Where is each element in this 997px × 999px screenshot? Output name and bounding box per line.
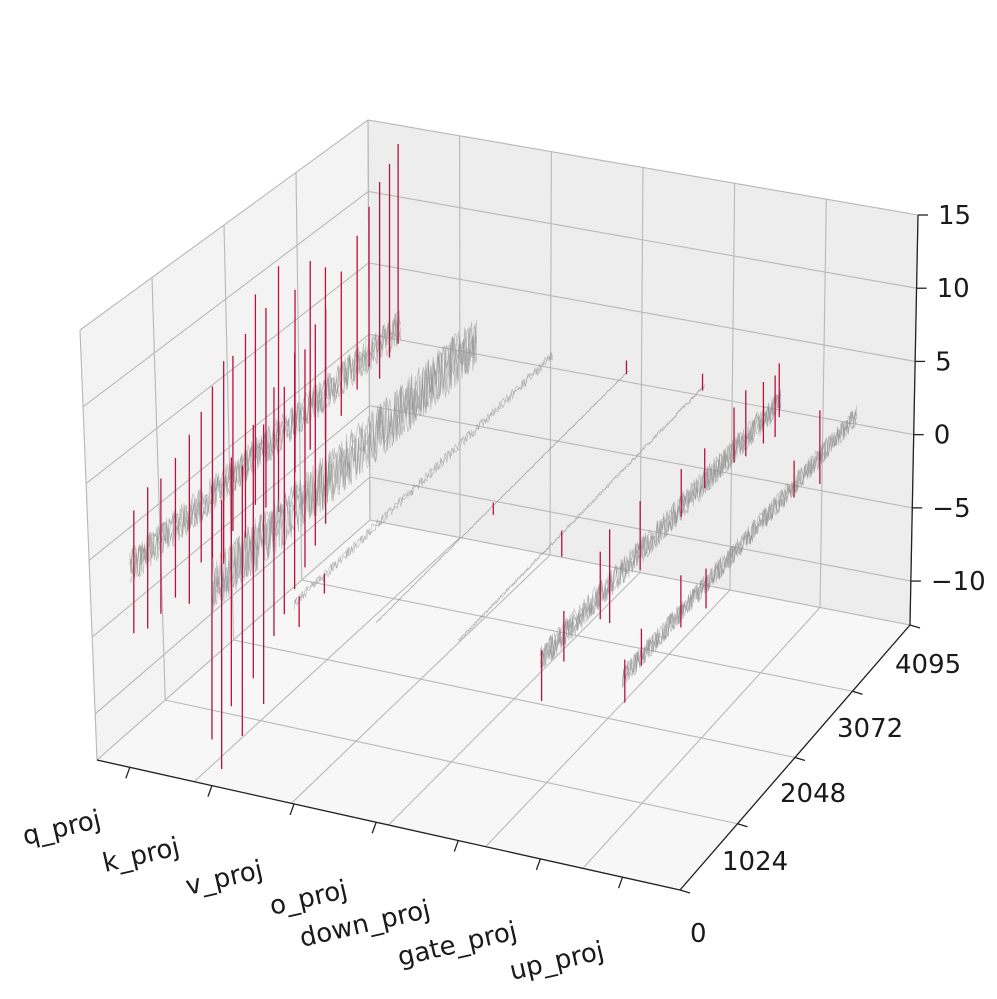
back-grid-line	[369, 405, 913, 509]
x-tick	[535, 858, 542, 871]
series-q_proj	[129, 144, 401, 634]
x-tick-label: v_proj	[183, 855, 266, 902]
x-tick	[207, 785, 213, 797]
z-tick-labels: 15 10 5 0 −5 −10	[910, 201, 986, 597]
z-axis-line	[909, 214, 919, 626]
z-tick-label: −5	[932, 494, 970, 524]
floor-grid-line	[301, 579, 853, 692]
left-grid-line	[79, 329, 98, 761]
noise-line	[622, 409, 858, 687]
noise-line	[540, 389, 782, 668]
back-grid-line	[549, 151, 552, 556]
x-axis-line	[96, 759, 681, 891]
z-tick-label: 5	[935, 347, 952, 377]
left-grid-line	[295, 172, 303, 581]
z-tick-label: 15	[938, 201, 971, 231]
series-up_proj	[622, 405, 858, 703]
back-grid-line	[368, 190, 917, 289]
y-tick-label: 1024	[722, 847, 788, 877]
left-grid-line	[85, 262, 370, 485]
back-grid-line	[819, 199, 827, 608]
z-tick-label: 10	[937, 274, 970, 304]
x-tick	[289, 803, 295, 816]
back-grid-line	[729, 183, 736, 591]
noise-line	[211, 323, 477, 605]
noise-line	[293, 352, 553, 610]
left-grid-line	[82, 190, 369, 408]
y-tick-label: 4095	[895, 650, 961, 680]
y-tick	[794, 756, 806, 762]
y-tick-labels: 0 1024 2048 3072 4095	[679, 624, 961, 949]
noise-line	[540, 396, 782, 662]
noise-line	[622, 413, 858, 682]
x-tick-label: k_proj	[100, 832, 183, 879]
y-axis-line	[679, 624, 911, 891]
y-tick	[737, 823, 748, 828]
floor-grid-line	[369, 519, 911, 626]
y-tick	[679, 889, 691, 894]
left-grid-line	[151, 277, 166, 701]
left-grid-line	[94, 476, 371, 715]
y-tick-label: 2048	[780, 779, 846, 809]
x-tick	[125, 767, 131, 779]
y-tick	[852, 690, 863, 695]
x-tick	[453, 840, 459, 852]
series-v_proj	[293, 352, 553, 628]
left-grid-line	[88, 333, 370, 561]
noise-line	[375, 370, 629, 623]
series-o_proj	[375, 360, 629, 623]
y-tick-label: 0	[690, 919, 707, 949]
noise-line	[458, 383, 705, 640]
noise-line	[211, 321, 477, 612]
x-tick-label: q_proj	[20, 805, 104, 852]
series-k_proj	[211, 308, 477, 769]
floor-grid-line	[233, 639, 796, 759]
series-gate_proj	[540, 363, 782, 701]
y-tick	[909, 624, 921, 629]
series-down_proj	[458, 373, 705, 642]
x-tick	[617, 876, 624, 889]
z-tick-label: −10	[931, 567, 986, 597]
floor-grid-line	[165, 699, 738, 825]
x-tick	[371, 822, 377, 834]
x-tick-label: up_proj	[507, 936, 607, 987]
axis-lines	[96, 214, 919, 891]
back-grid-line	[368, 262, 916, 362]
z-tick-label: 0	[934, 421, 951, 451]
data-series	[129, 144, 858, 769]
left-grid-line	[79, 119, 369, 331]
back-grid-line	[367, 119, 919, 216]
y-tick-label: 3072	[837, 714, 903, 744]
